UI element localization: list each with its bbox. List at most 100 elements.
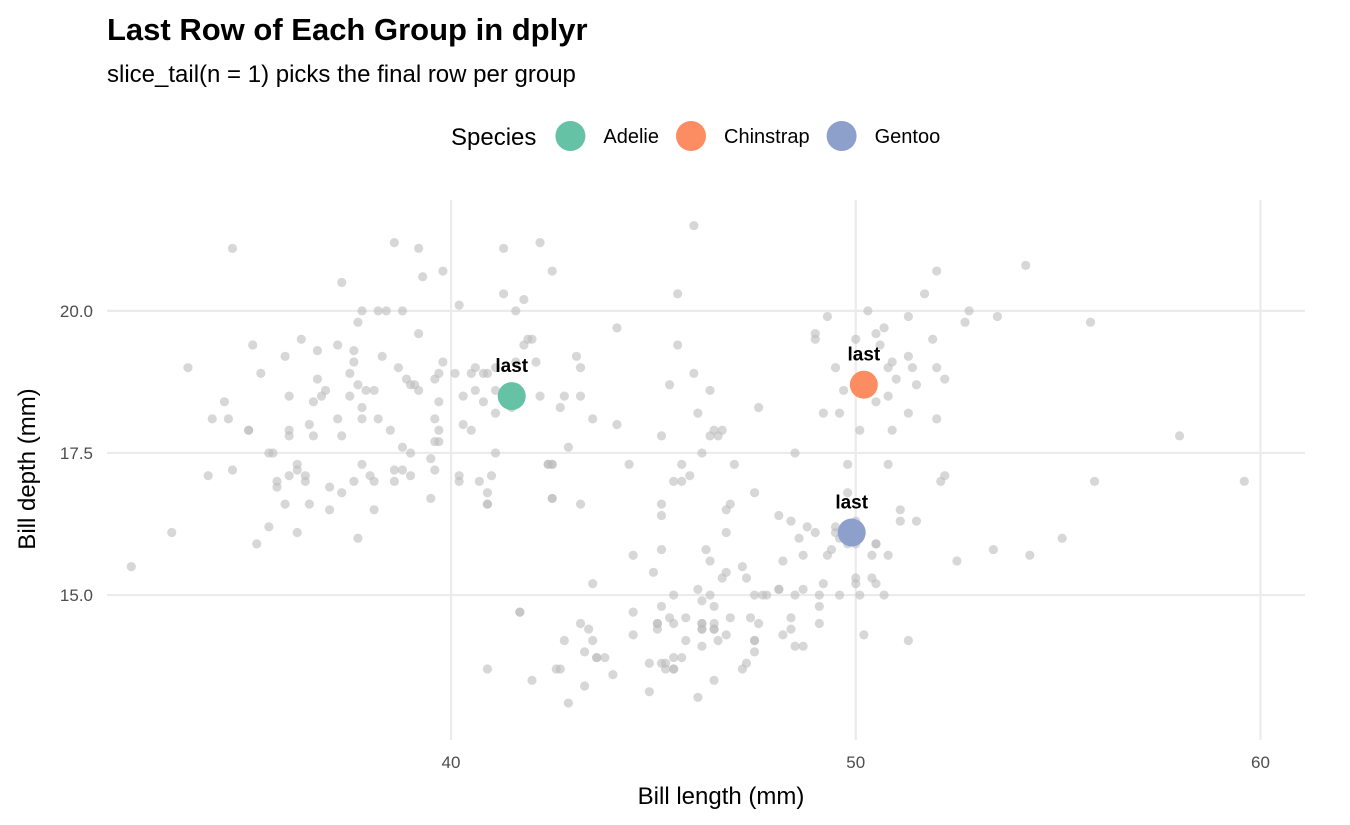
data-point: [737, 562, 748, 572]
data-point: [426, 454, 436, 464]
data-point: [284, 431, 294, 441]
data-point: [883, 391, 893, 401]
x-tick-label: 50: [846, 753, 865, 772]
data-point: [430, 465, 440, 475]
data-point: [280, 499, 290, 509]
data-point: [482, 664, 493, 674]
data-point: [774, 510, 784, 521]
data-point: [778, 556, 788, 566]
annotations: last last last: [495, 345, 881, 514]
data-point: [369, 385, 379, 396]
data-point: [373, 306, 383, 316]
data-point: [264, 522, 274, 532]
data-point: [656, 544, 667, 555]
data-point: [709, 601, 719, 612]
data-point: [588, 635, 598, 646]
data-point: [126, 562, 136, 572]
data-point: [312, 374, 323, 384]
data-point: [555, 402, 565, 413]
data-point: [519, 294, 529, 305]
data-point: [745, 613, 756, 623]
legend-item-adelie: Adelie: [555, 121, 659, 151]
data-point: [304, 499, 314, 509]
data-point: [1057, 533, 1067, 543]
data-point: [879, 323, 889, 333]
data-point: [470, 385, 480, 396]
legend-key-gentoo: [826, 121, 857, 151]
data-point: [834, 590, 845, 600]
data-point: [818, 579, 828, 589]
data-point: [357, 306, 367, 316]
data-point: [697, 641, 707, 651]
data-point: [369, 476, 379, 486]
data-point: [907, 363, 918, 373]
data-point: [547, 493, 557, 504]
data-point: [608, 670, 618, 680]
data-point: [1089, 476, 1100, 486]
data-point: [207, 414, 217, 424]
data-point: [353, 533, 363, 543]
data-point: [511, 306, 521, 316]
background-points: [126, 220, 1249, 708]
annotation-label-gentoo: last: [835, 493, 868, 514]
data-point: [932, 266, 942, 276]
data-point: [717, 425, 727, 435]
data-point: [377, 351, 387, 361]
data-point: [749, 590, 760, 600]
data-point: [685, 471, 695, 481]
data-point: [304, 419, 314, 430]
data-point: [709, 624, 719, 634]
data-point: [349, 476, 359, 486]
data-point: [592, 652, 602, 663]
data-point: [895, 505, 905, 515]
data-point: [499, 289, 509, 299]
data-point: [648, 567, 658, 577]
data-point: [579, 681, 590, 691]
data-point: [721, 567, 731, 577]
data-point: [284, 471, 294, 481]
data-point: [600, 652, 610, 663]
data-point: [418, 272, 428, 282]
chart-title: Last Row of Each Group in dplyr: [107, 12, 588, 47]
data-point: [223, 414, 234, 424]
data-point: [709, 675, 719, 685]
data-point: [547, 266, 557, 276]
data-point: [960, 317, 970, 327]
annotation-label-adelie: last: [495, 356, 528, 377]
data-point: [891, 374, 901, 384]
data-point: [389, 476, 399, 486]
data-point: [830, 363, 841, 373]
data-point: [749, 635, 760, 646]
data-point: [490, 408, 501, 418]
data-point: [361, 385, 371, 396]
data-point: [871, 579, 881, 589]
data-point: [725, 613, 735, 623]
data-point: [547, 459, 557, 469]
legend-item-gentoo: Gentoo: [826, 121, 940, 151]
data-point: [612, 323, 622, 333]
data-point: [693, 692, 703, 702]
y-tick-label: 20.0: [60, 302, 93, 321]
data-point: [689, 220, 699, 231]
data-point: [940, 471, 950, 481]
data-point: [673, 340, 683, 350]
data-point: [673, 289, 683, 299]
data-point: [535, 391, 545, 401]
data-point: [256, 368, 266, 378]
data-point: [405, 471, 416, 481]
data-point: [754, 618, 764, 629]
data-point: [928, 334, 938, 344]
data-point: [612, 419, 622, 430]
data-point: [656, 499, 667, 509]
data-point: [559, 635, 569, 646]
data-point: [280, 351, 290, 361]
data-point: [624, 459, 634, 469]
data-point: [357, 402, 367, 413]
data-point: [434, 436, 444, 447]
data-point: [669, 590, 679, 600]
data-point: [454, 300, 464, 310]
data-point: [843, 488, 853, 498]
data-point: [644, 687, 654, 697]
data-point: [466, 425, 476, 435]
data-point: [798, 550, 808, 560]
